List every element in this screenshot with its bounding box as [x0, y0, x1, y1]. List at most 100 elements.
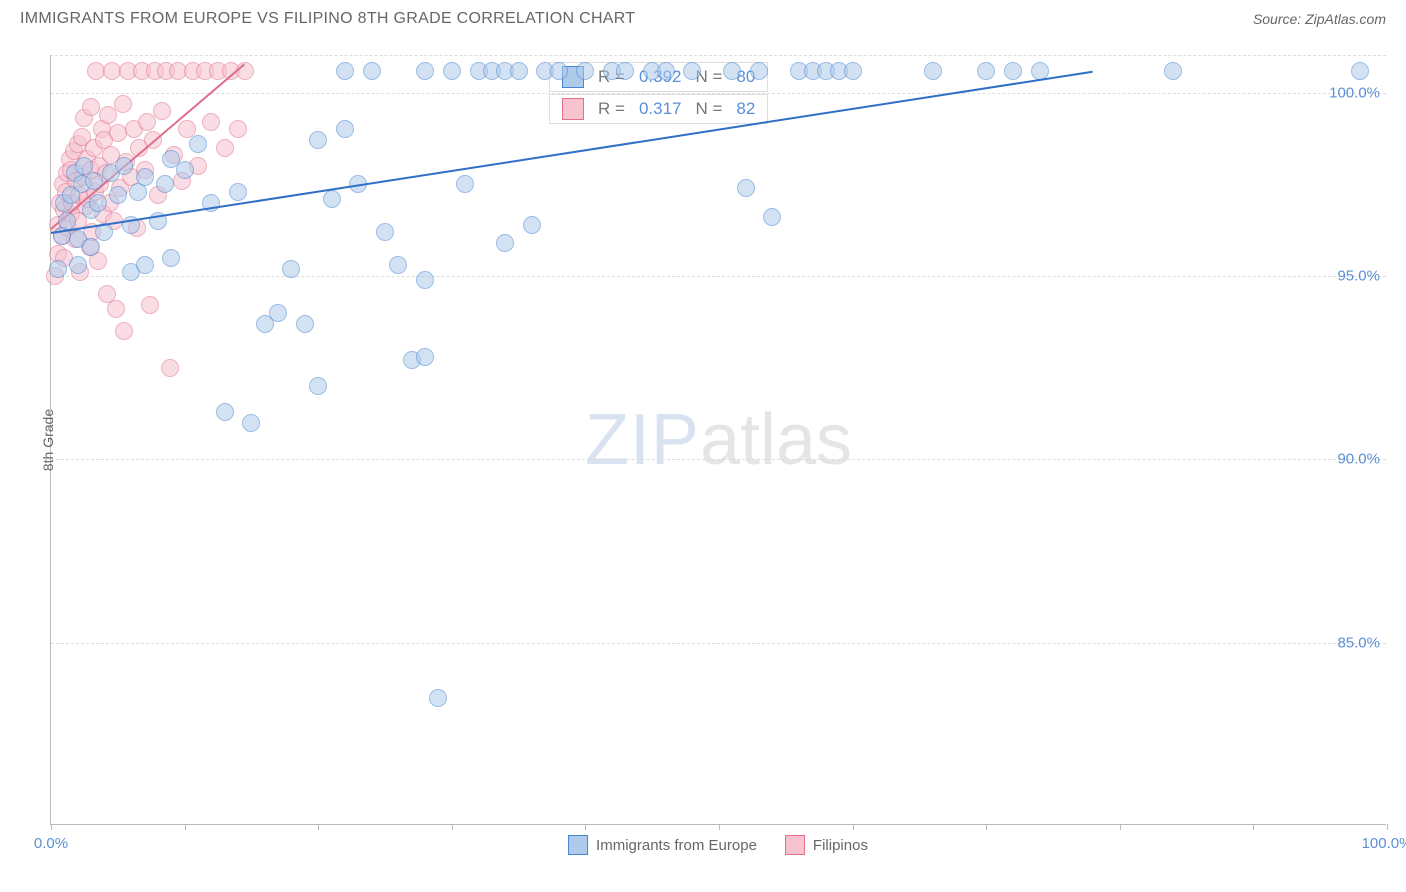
- scatter-point: [136, 168, 154, 186]
- gridline: [51, 459, 1386, 460]
- scatter-point: [496, 234, 514, 252]
- scatter-point: [229, 120, 247, 138]
- watermark: ZIPatlas: [585, 399, 852, 481]
- scatter-point: [336, 62, 354, 80]
- y-axis-label: 8th Grade: [40, 409, 56, 471]
- scatter-point: [1351, 62, 1369, 80]
- ytick-label: 95.0%: [1337, 268, 1380, 285]
- scatter-point: [924, 62, 942, 80]
- stats-n-value: 82: [736, 99, 755, 119]
- scatter-point: [49, 260, 67, 278]
- scatter-point: [89, 194, 107, 212]
- chart-title: IMMIGRANTS FROM EUROPE VS FILIPINO 8TH G…: [20, 10, 635, 28]
- xtick-mark: [452, 824, 453, 830]
- xtick-mark: [585, 824, 586, 830]
- legend-item: Immigrants from Europe: [568, 835, 757, 855]
- scatter-point: [416, 271, 434, 289]
- scatter-point: [683, 62, 701, 80]
- scatter-point: [616, 62, 634, 80]
- xtick-mark: [986, 824, 987, 830]
- legend-swatch-icon: [568, 835, 588, 855]
- scatter-point: [977, 62, 995, 80]
- xtick-mark: [1387, 824, 1388, 830]
- xtick-mark: [185, 824, 186, 830]
- ytick-label: 90.0%: [1337, 451, 1380, 468]
- scatter-point: [153, 102, 171, 120]
- scatter-point: [323, 190, 341, 208]
- scatter-point: [336, 120, 354, 138]
- scatter-point: [723, 62, 741, 80]
- scatter-point: [282, 260, 300, 278]
- scatter-point: [82, 98, 100, 116]
- stats-r-label: R =: [598, 99, 625, 119]
- scatter-point: [162, 249, 180, 267]
- legend-label: Immigrants from Europe: [596, 837, 757, 854]
- ytick-label: 100.0%: [1329, 84, 1380, 101]
- scatter-point: [429, 689, 447, 707]
- watermark-part1: ZIP: [585, 400, 700, 480]
- scatter-point: [737, 179, 755, 197]
- source-label: Source: ZipAtlas.com: [1253, 11, 1386, 27]
- ytick-label: 85.0%: [1337, 634, 1380, 651]
- xtick-mark: [1253, 824, 1254, 830]
- xtick-mark: [318, 824, 319, 830]
- scatter-point: [109, 186, 127, 204]
- chart-container: 8th Grade ZIPatlas R = 0.392 N = 80 R = …: [50, 55, 1386, 825]
- scatter-point: [136, 256, 154, 274]
- scatter-point: [229, 183, 247, 201]
- watermark-part2: atlas: [700, 400, 852, 480]
- scatter-point: [443, 62, 461, 80]
- stats-swatch-icon: [562, 98, 584, 120]
- scatter-point: [763, 208, 781, 226]
- header: IMMIGRANTS FROM EUROPE VS FILIPINO 8TH G…: [0, 0, 1406, 34]
- scatter-point: [216, 139, 234, 157]
- scatter-point: [69, 256, 87, 274]
- scatter-point: [1004, 62, 1022, 80]
- scatter-point: [363, 62, 381, 80]
- scatter-point: [844, 62, 862, 80]
- plot-area: 8th Grade ZIPatlas R = 0.392 N = 80 R = …: [50, 55, 1386, 825]
- scatter-point: [156, 175, 174, 193]
- scatter-point: [115, 157, 133, 175]
- scatter-point: [1164, 62, 1182, 80]
- stats-r-value: 0.317: [639, 99, 682, 119]
- scatter-point: [657, 62, 675, 80]
- scatter-point: [309, 131, 327, 149]
- scatter-point: [216, 403, 234, 421]
- scatter-point: [389, 256, 407, 274]
- scatter-point: [376, 223, 394, 241]
- scatter-point: [107, 300, 125, 318]
- scatter-point: [416, 348, 434, 366]
- scatter-point: [176, 161, 194, 179]
- scatter-point: [550, 62, 568, 80]
- gridline: [51, 276, 1386, 277]
- scatter-point: [750, 62, 768, 80]
- bottom-legend: Immigrants from Europe Filipinos: [568, 835, 868, 855]
- scatter-point: [269, 304, 287, 322]
- scatter-point: [115, 322, 133, 340]
- scatter-point: [510, 62, 528, 80]
- scatter-point: [242, 414, 260, 432]
- stats-n-label: N =: [695, 99, 722, 119]
- xtick-mark: [853, 824, 854, 830]
- xtick-label: 100.0%: [1362, 835, 1406, 852]
- scatter-point: [456, 175, 474, 193]
- scatter-point: [576, 62, 594, 80]
- gridline: [51, 93, 1386, 94]
- xtick-mark: [719, 824, 720, 830]
- legend-label: Filipinos: [813, 837, 868, 854]
- scatter-point: [85, 172, 103, 190]
- stats-box-series-1: R = 0.317 N = 82: [549, 94, 768, 124]
- xtick-mark: [51, 824, 52, 830]
- scatter-point: [416, 62, 434, 80]
- scatter-point: [114, 95, 132, 113]
- scatter-point: [161, 359, 179, 377]
- scatter-point: [141, 296, 159, 314]
- xtick-label: 0.0%: [34, 835, 68, 852]
- scatter-point: [523, 216, 541, 234]
- scatter-point: [309, 377, 327, 395]
- scatter-point: [296, 315, 314, 333]
- scatter-point: [202, 113, 220, 131]
- scatter-point: [58, 212, 76, 230]
- scatter-point: [82, 238, 100, 256]
